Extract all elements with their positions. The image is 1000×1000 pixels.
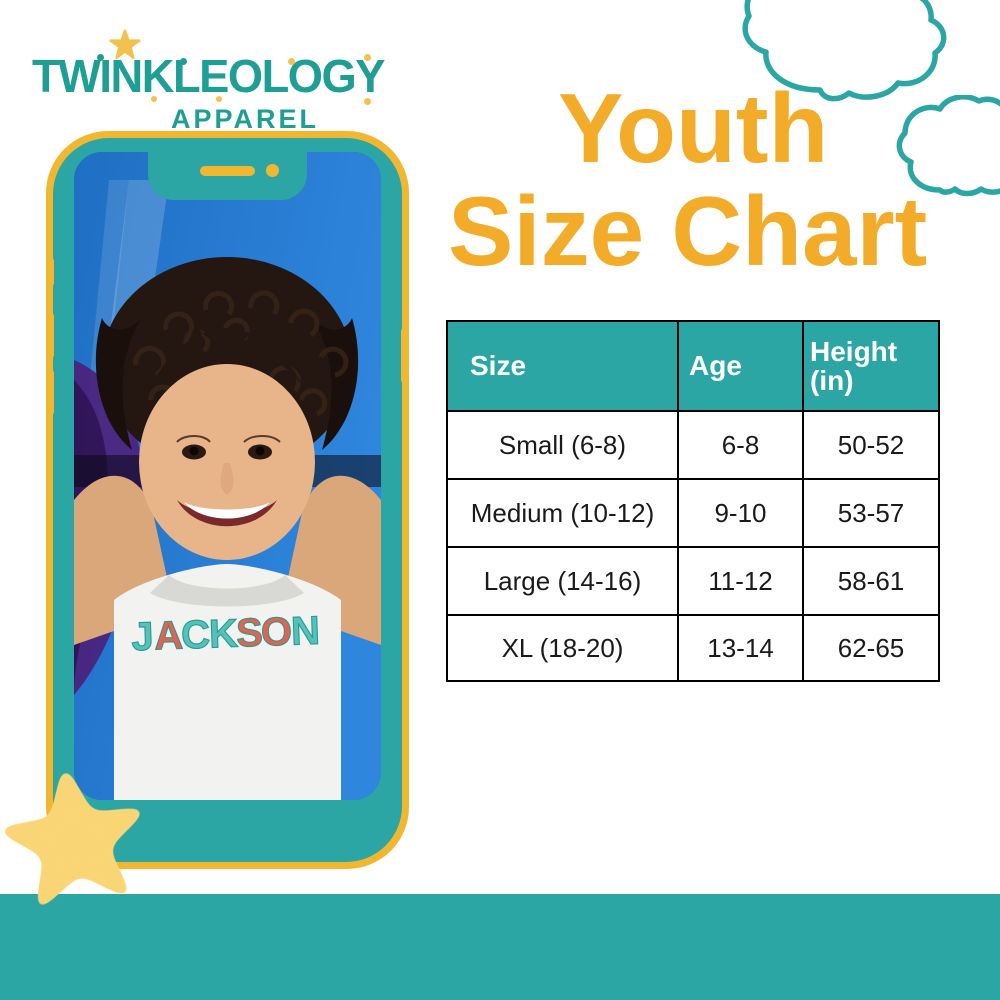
svg-text:C: C <box>180 613 210 658</box>
svg-text:J: J <box>131 615 155 660</box>
svg-text:TWINKLEOLOGY: TWINKLEOLOGY <box>32 50 385 102</box>
svg-text:N: N <box>290 609 320 654</box>
svg-text:K: K <box>208 612 239 657</box>
svg-text:O: O <box>260 610 293 655</box>
svg-text:S: S <box>235 611 263 656</box>
svg-text:A: A <box>153 614 183 659</box>
